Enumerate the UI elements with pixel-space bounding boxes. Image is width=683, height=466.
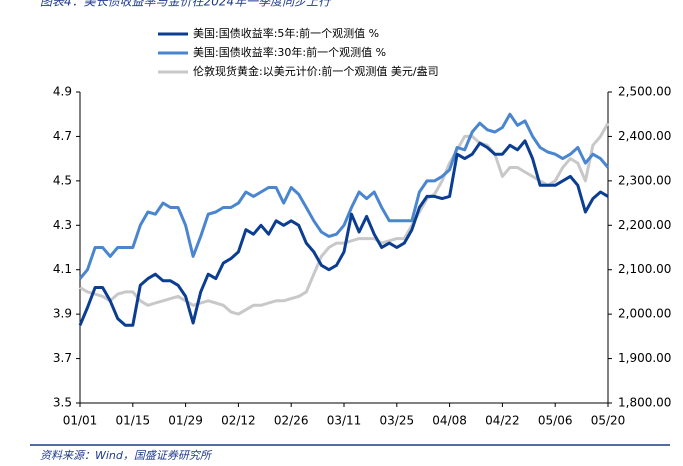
legend-label: 美国:国债收益率:5年:前一个观测值 % [193, 26, 379, 40]
legend-label: 伦敦现货黄金:以美元计价:前一个观测值 美元/盎司 [193, 64, 439, 78]
y-tick-label: 4.5 [53, 173, 72, 187]
x-tick-label: 03/11 [327, 414, 362, 428]
y-tick-label: 4.7 [53, 129, 72, 143]
y-tick-label: 3.5 [53, 396, 72, 410]
x-tick-label: 01/01 [63, 414, 98, 428]
chart-title: 图表4：美长债收益率与金价在2024年一季度同步上行 [40, 0, 332, 9]
x-tick-label: 02/26 [274, 414, 309, 428]
x-tick-label: 01/15 [116, 414, 151, 428]
x-tick-label: 02/12 [221, 414, 256, 428]
y2-tick-label: 1,800.00 [618, 396, 671, 410]
y-tick-label: 4.1 [53, 262, 72, 276]
y2-tick-label: 2,000.00 [618, 307, 671, 321]
x-tick-label: 05/20 [591, 414, 626, 428]
x-tick-label: 03/25 [380, 414, 415, 428]
y2-tick-label: 2,100.00 [618, 262, 671, 276]
y-tick-label: 3.7 [53, 351, 72, 365]
x-tick-label: 04/22 [485, 414, 520, 428]
y2-tick-label: 2,400.00 [618, 129, 671, 143]
x-tick-label: 04/08 [432, 414, 467, 428]
y2-tick-label: 2,300.00 [618, 173, 671, 187]
series-line [78, 139, 609, 327]
series-line [78, 112, 610, 280]
y-tick-label: 4.9 [53, 85, 72, 99]
x-tick-label: 05/06 [538, 414, 573, 428]
x-tick-label: 01/29 [168, 414, 203, 428]
legend-label: 美国:国债收益率:30年:前一个观测值 % [193, 45, 386, 59]
y2-tick-label: 2,200.00 [618, 218, 671, 232]
source: 资料来源：Wind，国盛证券研究所 [40, 449, 213, 462]
y-tick-label: 4.3 [53, 218, 72, 232]
series-line [79, 122, 610, 316]
y2-tick-label: 1,900.00 [618, 351, 671, 365]
y-tick-label: 3.9 [53, 307, 72, 321]
y2-tick-label: 2,500.00 [618, 85, 671, 99]
